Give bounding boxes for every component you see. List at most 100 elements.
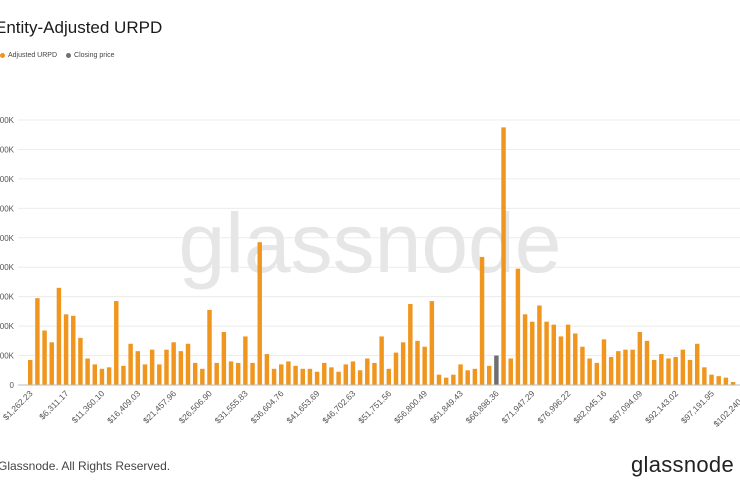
urpd-bar[interactable] bbox=[522, 314, 528, 385]
urpd-bar[interactable] bbox=[293, 365, 298, 385]
urpd-bar[interactable] bbox=[350, 361, 356, 385]
urpd-bar[interactable] bbox=[149, 349, 155, 385]
urpd-bar[interactable] bbox=[551, 324, 556, 385]
urpd-bar[interactable] bbox=[680, 349, 686, 385]
urpd-bar[interactable] bbox=[192, 362, 198, 385]
urpd-bar[interactable] bbox=[271, 368, 277, 385]
urpd-bar[interactable] bbox=[429, 301, 435, 385]
urpd-bar[interactable] bbox=[644, 340, 650, 385]
urpd-bar[interactable] bbox=[71, 315, 76, 385]
urpd-bar[interactable] bbox=[537, 305, 542, 386]
urpd-bar[interactable] bbox=[687, 359, 693, 385]
urpd-bar[interactable] bbox=[365, 358, 370, 386]
urpd-bar[interactable] bbox=[257, 242, 262, 385]
urpd-bar[interactable] bbox=[42, 330, 47, 385]
urpd-bar[interactable] bbox=[702, 367, 707, 385]
urpd-bar[interactable] bbox=[630, 349, 635, 385]
urpd-bar[interactable] bbox=[465, 370, 470, 385]
urpd-bar[interactable] bbox=[114, 301, 119, 385]
urpd-bar[interactable] bbox=[544, 321, 549, 385]
urpd-bar[interactable] bbox=[436, 374, 442, 385]
urpd-bar[interactable] bbox=[314, 371, 320, 385]
urpd-bar[interactable] bbox=[28, 359, 33, 385]
urpd-bar[interactable] bbox=[243, 336, 248, 385]
urpd-bar[interactable] bbox=[357, 370, 363, 385]
urpd-bar[interactable] bbox=[250, 362, 255, 385]
urpd-bar[interactable] bbox=[558, 336, 564, 385]
closing-price-bar[interactable] bbox=[494, 355, 499, 385]
urpd-bar[interactable] bbox=[594, 362, 600, 385]
urpd-bar[interactable] bbox=[623, 349, 628, 385]
urpd-bar[interactable] bbox=[422, 346, 427, 385]
urpd-bar[interactable] bbox=[228, 361, 234, 385]
urpd-bar[interactable] bbox=[178, 351, 184, 385]
urpd-bar[interactable] bbox=[601, 339, 607, 385]
urpd-bar[interactable] bbox=[300, 368, 305, 385]
urpd-bar[interactable] bbox=[200, 368, 205, 385]
urpd-bar[interactable] bbox=[99, 368, 105, 385]
urpd-bar[interactable] bbox=[92, 364, 97, 385]
urpd-bar[interactable] bbox=[393, 352, 399, 385]
urpd-bar[interactable] bbox=[472, 368, 478, 385]
urpd-bar[interactable] bbox=[106, 367, 112, 385]
urpd-bar[interactable] bbox=[372, 362, 377, 385]
urpd-bar[interactable] bbox=[164, 349, 169, 385]
urpd-bar[interactable] bbox=[135, 351, 141, 385]
urpd-bar[interactable] bbox=[501, 127, 506, 386]
urpd-bar[interactable] bbox=[415, 340, 420, 385]
urpd-bar[interactable] bbox=[386, 368, 392, 385]
urpd-bar[interactable] bbox=[264, 354, 270, 385]
urpd-bar[interactable] bbox=[56, 287, 62, 385]
urpd-bar[interactable] bbox=[279, 364, 284, 385]
urpd-bar[interactable] bbox=[157, 364, 162, 385]
urpd-bar[interactable] bbox=[673, 357, 678, 385]
urpd-bar[interactable] bbox=[121, 365, 126, 385]
urpd-bar[interactable] bbox=[616, 351, 621, 385]
urpd-bar[interactable] bbox=[587, 358, 592, 386]
urpd-bar[interactable] bbox=[659, 354, 664, 385]
urpd-bar[interactable] bbox=[408, 304, 413, 385]
urpd-bar[interactable] bbox=[78, 337, 83, 385]
urpd-bar[interactable] bbox=[322, 362, 327, 385]
urpd-bar[interactable] bbox=[379, 336, 384, 385]
urpd-bar[interactable] bbox=[207, 309, 212, 385]
urpd-bar[interactable] bbox=[221, 332, 227, 385]
urpd-bar[interactable] bbox=[451, 374, 456, 385]
urpd-bar[interactable] bbox=[214, 362, 219, 385]
legend-item-closing-price[interactable]: Closing price bbox=[66, 52, 115, 59]
urpd-bar[interactable] bbox=[730, 382, 736, 385]
urpd-bar[interactable] bbox=[565, 324, 571, 385]
urpd-bar[interactable] bbox=[486, 365, 492, 385]
urpd-bar[interactable] bbox=[235, 362, 241, 385]
urpd-bar[interactable] bbox=[508, 358, 513, 386]
urpd-bar[interactable] bbox=[185, 343, 191, 385]
urpd-bar[interactable] bbox=[400, 342, 406, 385]
urpd-bar[interactable] bbox=[307, 368, 313, 385]
urpd-bar[interactable] bbox=[336, 371, 341, 385]
urpd-bar[interactable] bbox=[49, 342, 54, 385]
urpd-bar[interactable] bbox=[63, 314, 69, 385]
urpd-bar[interactable] bbox=[666, 358, 671, 386]
urpd-bar[interactable] bbox=[35, 298, 40, 385]
urpd-bar[interactable] bbox=[286, 361, 291, 385]
urpd-bar[interactable] bbox=[580, 346, 585, 385]
urpd-bar[interactable] bbox=[608, 357, 614, 385]
urpd-bar[interactable] bbox=[85, 358, 90, 386]
urpd-bar[interactable] bbox=[723, 377, 729, 385]
urpd-bar[interactable] bbox=[515, 268, 521, 385]
urpd-bar[interactable] bbox=[142, 364, 148, 385]
urpd-bar[interactable] bbox=[171, 342, 176, 385]
urpd-bar[interactable] bbox=[128, 343, 133, 385]
urpd-bar[interactable] bbox=[716, 376, 721, 385]
urpd-bar[interactable] bbox=[709, 374, 714, 385]
urpd-bar[interactable] bbox=[479, 256, 485, 385]
urpd-bar[interactable] bbox=[530, 321, 535, 385]
urpd-bar[interactable] bbox=[637, 332, 643, 385]
legend-item-adjusted-urpd[interactable]: Adjusted URPD bbox=[0, 52, 57, 59]
urpd-bar[interactable] bbox=[443, 377, 449, 385]
urpd-bar[interactable] bbox=[329, 367, 334, 385]
urpd-bar[interactable] bbox=[651, 359, 657, 385]
urpd-bar[interactable] bbox=[694, 343, 700, 385]
urpd-bar[interactable] bbox=[343, 364, 349, 385]
urpd-bar[interactable] bbox=[573, 333, 578, 385]
